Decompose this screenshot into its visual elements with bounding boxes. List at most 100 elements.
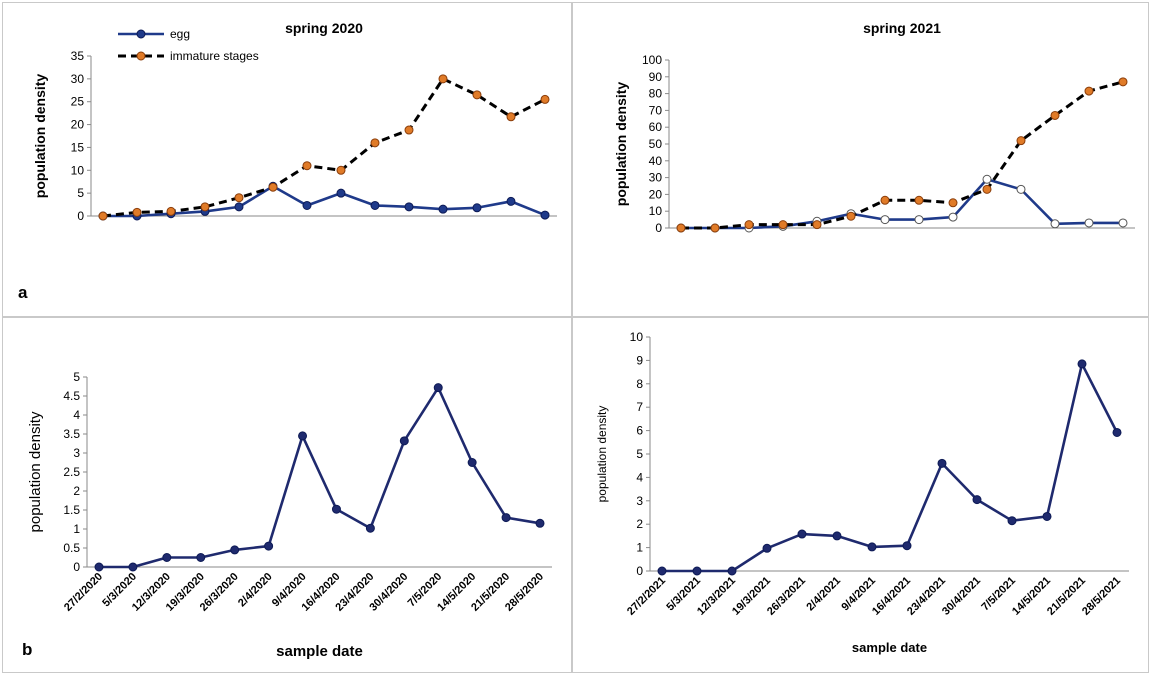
panel-a-left (2, 2, 572, 317)
chart1-y-tick-label: 0 (77, 209, 84, 223)
chart4-x-tick-label: 27/2/2021 (625, 575, 668, 618)
chart4-x-tick-label: 30/4/2021 (940, 575, 983, 618)
chart3-series-1-point (501, 513, 511, 523)
chart4-x-axis-label: sample date (852, 640, 927, 655)
chart3-y-tick-label: 1 (73, 522, 80, 536)
chart1-series-1-line (103, 184, 546, 218)
chart2-y-tick-label: 90 (649, 70, 663, 84)
chart4-y-tick-label: 1 (636, 541, 643, 555)
chart3-y-tick-label: 0.5 (63, 541, 80, 555)
chart3-x-tick-label: 27/2/2020 (62, 571, 105, 614)
chart3-y-tick-label: 4.5 (63, 389, 80, 403)
chart2-series-2-point (778, 220, 788, 230)
chart3-series-1-point (128, 562, 138, 572)
chart2-series-2-point (744, 220, 754, 230)
chart2-series-1-point (1016, 184, 1026, 194)
chart2-y-tick-label: 50 (649, 137, 663, 151)
chart4-y-tick-label: 3 (636, 494, 643, 508)
chart1-series-2-point (540, 94, 550, 104)
chart4-y-axis-label: population density (595, 406, 609, 503)
chart1-series-1-point (370, 200, 380, 210)
chart2-series-1-point (948, 212, 958, 222)
chart2-y-tick-label: 100 (642, 53, 662, 67)
chart3-series-1-point (467, 458, 477, 467)
chart2-y-tick-label: 70 (649, 103, 663, 117)
chart3-series-1-point (365, 523, 375, 533)
chart3-series-1-point (399, 436, 409, 446)
chart2-series-2-point (914, 195, 924, 205)
chart1-legend-label-2: immature stages (170, 49, 259, 63)
chart1-title: spring 2020 (285, 20, 363, 36)
chart4-series-1-point (867, 542, 877, 552)
panel-letter-b: b (22, 640, 33, 659)
chart3-series-1-point (298, 431, 308, 441)
chart2-series-2-point (880, 195, 890, 205)
chart4-y-tick-label: 5 (636, 447, 643, 461)
chart2-series-2-point (948, 198, 958, 208)
chart2-y-tick-label: 60 (649, 120, 663, 134)
chart2-series-2-point (1084, 86, 1094, 96)
chart4-y-tick-label: 7 (636, 400, 643, 414)
chart3-y-tick-label: 4 (73, 408, 80, 422)
chart4-series-1-point (1112, 427, 1122, 437)
chart3-series-1-point (196, 553, 206, 562)
chart3-x-axis-label: sample date (276, 643, 363, 660)
chart4-series-1-point (972, 495, 982, 505)
chart3-series-1-point (264, 541, 274, 551)
chart1-series-1-point (404, 202, 414, 212)
chart2-series-2-point (676, 223, 686, 233)
chart2-title: spring 2021 (863, 20, 941, 36)
chart2-y-tick-label: 0 (655, 221, 662, 235)
chart4-series-1-point (1007, 516, 1017, 526)
chart1-series-2-point (234, 193, 244, 203)
chart1-series-2-point (268, 182, 278, 192)
panel-letter-a: a (18, 283, 28, 302)
chart4-y-tick-label: 9 (636, 353, 643, 367)
chart4-series-1-point (1042, 511, 1052, 521)
chart3-series-1-point (535, 518, 545, 528)
chart3-y-tick-label: 3 (73, 446, 80, 460)
chart4-series-1-point (692, 566, 702, 576)
chart3-y-tick-label: 0 (73, 560, 80, 574)
chart4-series-1-point (797, 529, 807, 539)
chart4-series-1-point (1077, 359, 1087, 369)
chart4-series-1-point (657, 566, 667, 576)
chart3-y-tick-label: 5 (73, 370, 80, 384)
chart4-x-tick-label: 28/5/2021 (1080, 575, 1123, 618)
chart2-series-2-point (710, 223, 720, 233)
chart4-y-tick-label: 4 (636, 470, 643, 484)
chart3-series-1-point (433, 383, 443, 393)
chart4-y-tick-label: 0 (636, 564, 643, 578)
chart4-y-tick-label: 8 (636, 377, 643, 391)
panel-b-left (2, 317, 572, 673)
chart1-series-2-point (506, 112, 516, 122)
chart1-series-1-point (336, 188, 346, 198)
chart4-y-tick-label: 2 (636, 517, 643, 531)
chart3-series-1-point (162, 553, 172, 562)
chart3-series-1-point (230, 545, 240, 555)
chart4-y-tick-label: 6 (636, 424, 643, 438)
chart4-series-1-point (902, 541, 912, 551)
chart2-series-1-line (681, 177, 1123, 230)
chart4-series-1-line (662, 362, 1119, 573)
chart2-y-tick-label: 20 (649, 187, 663, 201)
chart3-series-1-point (331, 504, 341, 514)
chart1-series-2-line (102, 77, 546, 218)
chart1-legend-label-1: egg (170, 27, 190, 41)
chart1-series-2-point (438, 74, 448, 84)
chart1-series-1-point (234, 202, 244, 212)
chart1-series-2-point (472, 90, 482, 100)
chart2-series-2-point (1118, 77, 1128, 87)
chart1-series-1-point (472, 203, 482, 213)
chart2-y-tick-label: 30 (649, 171, 663, 185)
chart2-y-tick-label: 80 (649, 87, 663, 101)
chart1-series-2-point (336, 165, 346, 175)
chart3-y-tick-label: 2.5 (63, 465, 80, 479)
chart1-y-tick-label: 25 (71, 95, 85, 109)
chart4-y-tick-label: 10 (630, 330, 644, 344)
chart3-y-tick-label: 2 (73, 484, 80, 498)
chart2-series-2-point (812, 220, 822, 230)
chart2-series-2-line (681, 80, 1124, 230)
chart2-series-1-point (1118, 218, 1128, 228)
